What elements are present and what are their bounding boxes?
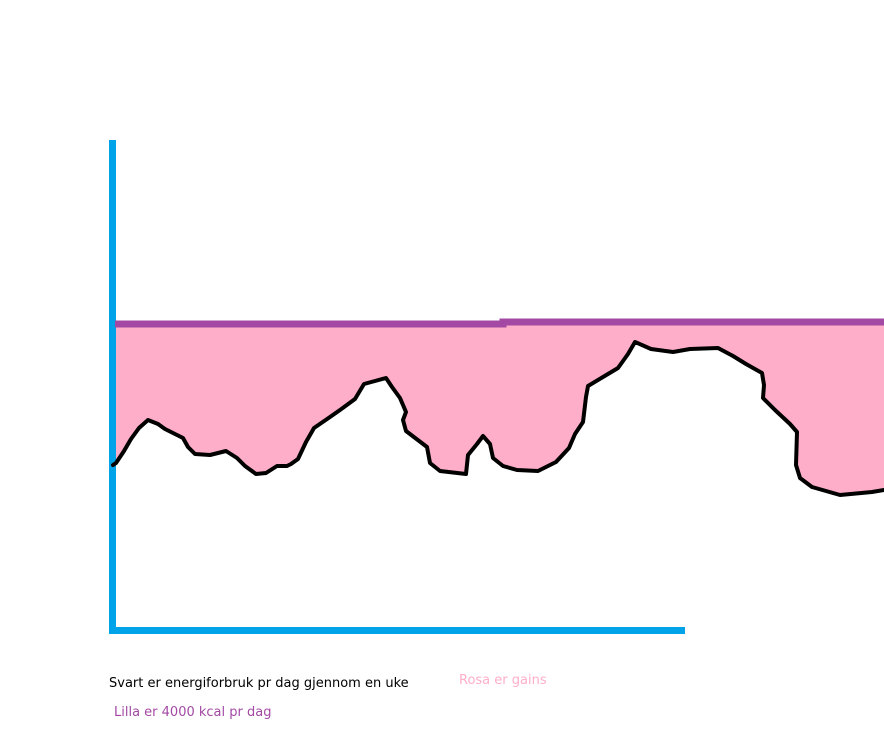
intake-line <box>115 318 884 328</box>
x-axis <box>109 627 685 634</box>
legend-black-text: Svart er energiforbruk pr dag gjennom en… <box>109 676 409 691</box>
legend-purple-text: Lilla er 4000 kcal pr dag <box>114 705 272 720</box>
legend-pink-text: Rosa er gains <box>459 673 547 688</box>
consumption-line <box>111 340 884 497</box>
gain-area <box>115 322 884 495</box>
y-axis <box>109 140 116 634</box>
